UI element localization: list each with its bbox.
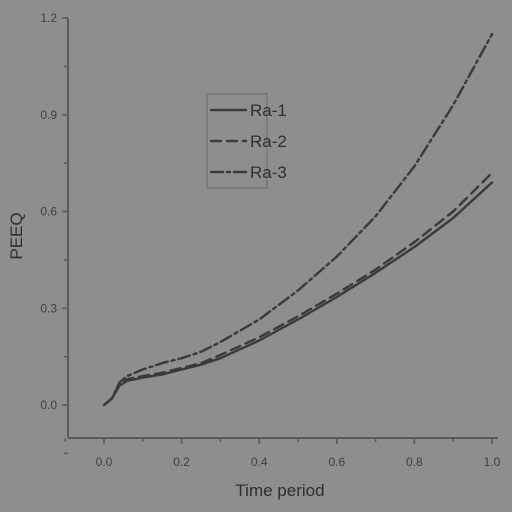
x-tick-label: 0.6 <box>328 455 345 469</box>
x-tick-label: 0.8 <box>406 455 423 469</box>
x-tick-label: 1.0 <box>484 455 501 469</box>
legend-label: Ra-1 <box>250 101 287 120</box>
y-tick-label: 0.9 <box>40 108 57 122</box>
x-axis-title: Time period <box>235 481 324 500</box>
ticks: 0.0 0.2 0.4 0.6 0.8 1.0 0.0 0.3 0.6 0.9 1.2 <box>40 11 500 469</box>
y-tick-label: 1.2 <box>40 11 57 25</box>
axes <box>67 18 498 439</box>
series-line-ra-3 <box>102 32 494 407</box>
y-tick-label: 0.0 <box>40 398 57 412</box>
legend-box <box>206 93 268 189</box>
x-tick-label: 0.2 <box>173 455 190 469</box>
series-lines <box>102 32 494 407</box>
legend-label: Ra-3 <box>250 163 287 182</box>
x-tick-label: 0.4 <box>251 455 268 469</box>
legend-label: Ra-2 <box>250 132 287 151</box>
series-line-ra-2 <box>102 171 494 407</box>
legend: Ra-1 Ra-2 Ra-3 <box>206 93 287 189</box>
y-axis-title: PEEQ <box>7 212 26 259</box>
x-tick-label: 0.0 <box>96 455 113 469</box>
y-tick-label: 0.6 <box>40 205 57 219</box>
y-tick-label: 0.3 <box>40 301 57 315</box>
series-line-ra-1 <box>102 181 494 407</box>
